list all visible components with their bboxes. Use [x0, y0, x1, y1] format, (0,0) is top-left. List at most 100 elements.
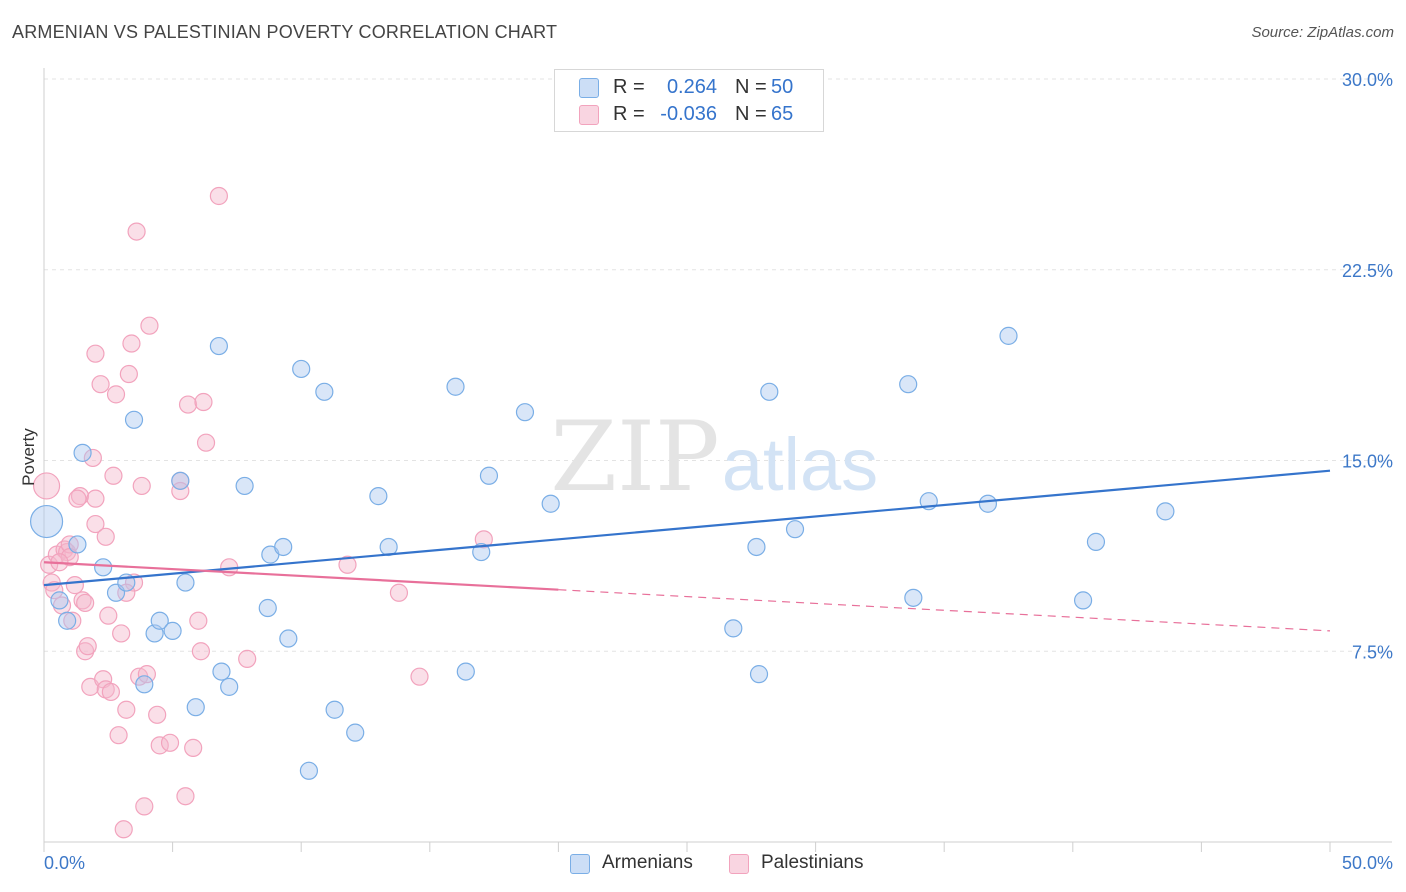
chart-title: ARMENIAN VS PALESTINIAN POVERTY CORRELAT… [12, 22, 558, 42]
palestinians-point [86, 514, 105, 534]
palestinians-trendline [43, 561, 559, 591]
legend-r-label: R = [613, 76, 645, 98]
armenians-point [58, 611, 77, 630]
armenians-point [978, 494, 998, 513]
armenians-point [999, 326, 1018, 345]
palestinians-point [73, 591, 92, 610]
y-tick-label: 15.0% [1342, 452, 1393, 472]
legend-n-label: N = [735, 76, 767, 98]
palestinians-swatch [579, 105, 599, 125]
watermark-atlas: atlas [722, 423, 878, 506]
palestinians-point [109, 726, 128, 745]
armenians-point [904, 588, 923, 607]
armenians-point [94, 558, 113, 577]
palestinians-point [148, 705, 167, 724]
armenians-point [747, 537, 766, 557]
legend-row-armenians: R = 0.264 N = 50 [555, 74, 823, 100]
palestinians-point [106, 385, 126, 404]
palestinians-point [178, 395, 198, 414]
watermark: ZIP atlas [550, 401, 878, 513]
armenians-point [1156, 502, 1175, 521]
palestinians-point [60, 535, 79, 554]
palestinians-point [68, 489, 87, 508]
palestinians-point [176, 787, 195, 806]
palestinians-point [32, 472, 61, 500]
armenians-point [279, 629, 298, 648]
armenians-point [299, 761, 319, 780]
palestinians-point [104, 466, 123, 485]
armenians-point [899, 375, 918, 394]
palestinians-point [127, 222, 146, 241]
armenians-point [29, 504, 64, 539]
armenians-point [124, 410, 144, 429]
palestinians-point [191, 642, 210, 661]
palestinians-point [194, 392, 213, 412]
palestinians-point [119, 364, 138, 384]
y-tick-label: 30.0% [1342, 70, 1393, 90]
palestinians-point [410, 667, 429, 686]
palestinians-point [338, 555, 357, 574]
armenians-point [209, 336, 228, 356]
palestinians-point [101, 682, 120, 702]
armenians-point [325, 700, 344, 719]
palestinians-point [114, 820, 133, 839]
palestinians-point [96, 527, 115, 546]
armenians-point [724, 619, 743, 638]
armenians-point [749, 665, 769, 684]
armenians-point [369, 487, 388, 506]
palestinians-point [112, 624, 131, 643]
armenians-point [220, 677, 239, 696]
legend-n-label: N = [735, 103, 767, 125]
palestinians-point [189, 611, 208, 630]
armenians-point [258, 598, 277, 618]
x-tick-label: 50.0% [1342, 853, 1393, 873]
legend-n-value: 50 [771, 76, 794, 98]
armenians-point [186, 698, 205, 717]
palestinians-point [196, 433, 216, 452]
palestinians-point [86, 344, 105, 363]
palestinians-point [76, 642, 95, 661]
palestinians-point [122, 334, 141, 353]
palestinians-point [83, 448, 102, 468]
armenians-point [135, 675, 154, 694]
stats-legend: R = 0.264 N = 50 R = -0.036 N = 65 [554, 69, 824, 132]
palestinians-point [45, 581, 64, 600]
palestinians-point [132, 476, 151, 496]
trend-layer [43, 469, 1331, 632]
y-tick-label: 7.5% [1352, 642, 1393, 662]
label-layer: 7.5% 15.0% 22.5% 30.0% 0.0% 50.0% Poverty [19, 70, 1393, 873]
armenians-point [50, 591, 69, 610]
armenians-point [541, 494, 560, 513]
palestinians-point [171, 481, 190, 501]
armenians-point [479, 466, 499, 485]
palestinians-point [91, 375, 110, 394]
armenians-legend-label: Armenians [602, 852, 693, 873]
armenians-point [760, 382, 779, 401]
legend-r-label: R = [613, 103, 645, 125]
palestinians-point [76, 593, 95, 613]
armenians-point [346, 723, 365, 742]
armenians-point [1086, 532, 1106, 551]
palestinians-point [65, 576, 84, 595]
armenians-point [171, 471, 190, 490]
armenians-point [235, 476, 254, 496]
legend-r-value: 0.264 [666, 76, 717, 98]
palestinians-point [140, 316, 159, 335]
y-tick-label: 22.5% [1342, 261, 1393, 281]
legend-n-value: 65 [771, 103, 794, 125]
armenians-point [274, 537, 293, 557]
axis-layer [43, 68, 1392, 852]
armenians-trendline [43, 469, 1331, 587]
palestinians-point [117, 700, 136, 719]
armenians-swatch [579, 78, 599, 98]
palestinians-point [184, 738, 203, 757]
armenians-point [785, 520, 805, 539]
palestinians-point [78, 637, 97, 656]
palestinians-point [238, 649, 257, 668]
legend-row-palestinians: R = -0.036 N = 65 [555, 101, 823, 127]
armenians-point [68, 535, 87, 554]
armenians-point [292, 359, 311, 379]
watermark-zip: ZIP [550, 401, 719, 513]
armenians-point [212, 662, 231, 681]
armenians-point [176, 573, 195, 592]
